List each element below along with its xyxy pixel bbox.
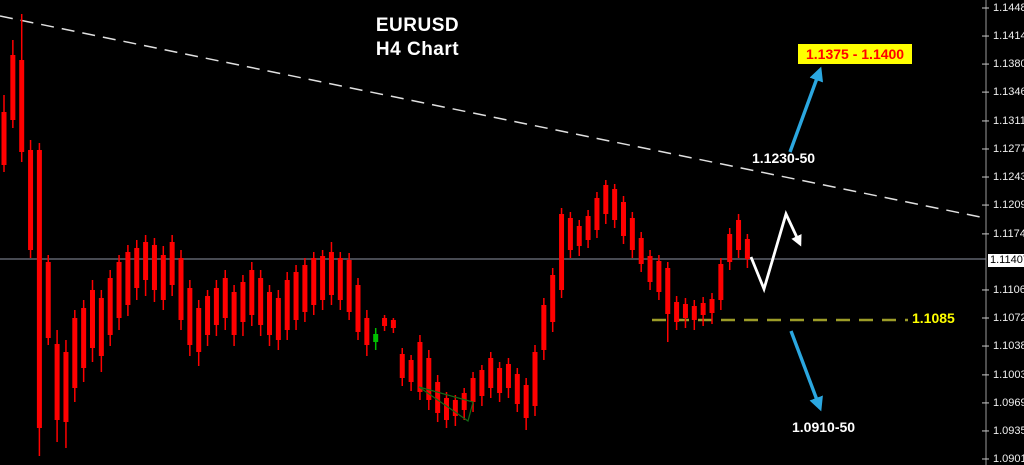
resistance-zone-label: 1.1230-50	[752, 150, 816, 166]
axis-price-label: 1.09010	[993, 452, 1024, 465]
axis-price-label: 1.13460	[993, 86, 1024, 99]
axis-price-label: 1.11060	[993, 283, 1024, 296]
drawn-annotations	[418, 66, 824, 422]
axis-price-label: 1.10720	[993, 312, 1024, 324]
support-level-label: 1.1085	[912, 310, 955, 326]
chart-timeframe-label: H4 Chart	[375, 39, 460, 60]
axis-graphics	[982, 0, 989, 465]
axis-price-label: 1.10030	[993, 368, 1024, 381]
axis-price-label: 1.12430	[993, 171, 1024, 184]
axis-price-label: 1.11740	[993, 227, 1024, 240]
axis-price-label: 1.13110	[993, 114, 1024, 127]
axis-price-label: 1.14140	[993, 30, 1024, 43]
chart-symbol-label: EURUSD	[375, 15, 460, 36]
axis-price-label: 1.12770	[993, 142, 1024, 155]
axis-price-label: 1.10380	[993, 340, 1024, 353]
axis-price-label: 1.09350	[993, 424, 1024, 437]
downside-target-label: 1.0910-50	[792, 419, 856, 435]
axis-price-label: 1.09690	[993, 396, 1024, 409]
candlesticks	[1, 14, 750, 456]
axis-price-label: 1.14480	[993, 2, 1024, 14]
chart-title: EURUSD H4 Chart	[330, 14, 505, 62]
current-price-tag: 1.11407	[988, 254, 1024, 268]
axis-price-label: 1.12090	[993, 199, 1024, 212]
axis-price-label: 1.13800	[993, 58, 1024, 71]
upside-target-label: 1.1375 - 1.1400	[798, 44, 913, 64]
